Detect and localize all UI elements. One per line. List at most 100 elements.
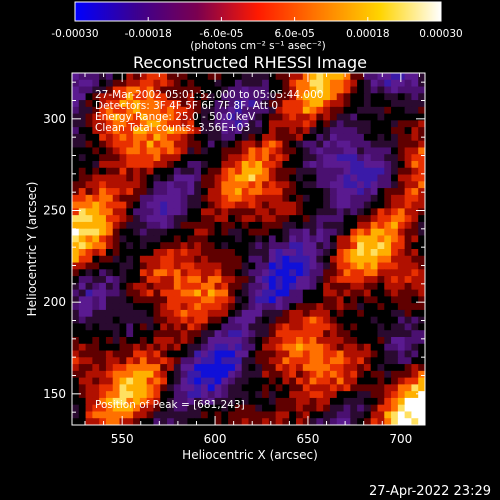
heatmap-cell (119, 79, 127, 88)
heatmap-cell (153, 86, 161, 94)
heatmap-cell (228, 343, 236, 352)
heatmap-cell (336, 255, 345, 264)
heatmap-cell (214, 262, 222, 270)
heatmap-cell (92, 262, 100, 270)
heatmap-cell (255, 262, 263, 270)
heatmap-cell (221, 73, 229, 81)
heatmap-cell (384, 86, 392, 94)
heatmap-cell (139, 133, 148, 142)
heatmap-cell (418, 161, 425, 169)
heatmap-cell (309, 127, 317, 135)
heatmap-cell (167, 343, 175, 352)
heatmap-cell (187, 330, 195, 338)
heatmap-cell (370, 120, 379, 128)
heatmap-cell (248, 154, 256, 162)
heatmap-cell (167, 161, 175, 169)
heatmap-cell (180, 337, 189, 345)
heatmap-cell (296, 276, 304, 284)
heatmap-cell (167, 282, 175, 291)
heatmap-cell (363, 242, 372, 250)
heatmap-cell (363, 100, 372, 108)
heatmap-cell (72, 397, 80, 406)
heatmap-cell (187, 181, 195, 189)
heatmap-cell (187, 201, 195, 209)
heatmap-cell (323, 316, 331, 325)
heatmap-cell (262, 154, 270, 162)
heatmap-cell (85, 100, 93, 108)
heatmap-cell (72, 201, 80, 209)
heatmap-cell (411, 370, 419, 379)
y-axis-label: Heliocentric Y (arcsec) (25, 182, 39, 317)
heatmap-cell (411, 262, 419, 270)
heatmap-cell (234, 255, 243, 264)
heatmap-cell (72, 127, 80, 135)
heatmap-cell (173, 127, 182, 135)
heatmap-cell (302, 249, 311, 257)
heatmap-cell (350, 201, 358, 209)
heatmap-cell (99, 249, 107, 257)
heatmap-cell (343, 208, 351, 216)
heatmap-cell (194, 296, 202, 304)
heatmap-cell (221, 228, 229, 237)
heatmap-cell (316, 215, 324, 223)
heatmap-cell (133, 391, 141, 399)
heatmap-cell (194, 194, 202, 203)
heatmap-cell (302, 384, 311, 392)
heatmap-cell (160, 364, 168, 372)
heatmap-cell (350, 154, 358, 162)
heatmap-cell (85, 215, 93, 223)
heatmap-cell (241, 330, 250, 338)
heatmap-cell (323, 106, 331, 115)
heatmap-cell (187, 357, 195, 365)
heatmap-cell (133, 120, 141, 128)
heatmap-cell (99, 208, 107, 216)
heatmap-cell (262, 404, 270, 413)
heatmap-cell (336, 397, 345, 406)
heatmap-cell (153, 316, 161, 325)
heatmap-cell (248, 350, 256, 358)
heatmap-cell (329, 73, 338, 81)
heatmap-cell (221, 113, 229, 121)
heatmap-cell (194, 337, 202, 345)
heatmap-cell (296, 127, 304, 135)
heatmap-cell (411, 242, 419, 250)
heatmap-cell (221, 208, 229, 216)
heatmap-cell (92, 276, 100, 284)
heatmap-cell (119, 181, 127, 189)
heatmap-cell (391, 303, 399, 311)
heatmap-cell (363, 337, 372, 345)
heatmap-cell (85, 364, 93, 372)
heatmap-cell (282, 113, 290, 121)
heatmap-cell (234, 377, 243, 385)
heatmap-cell (126, 113, 134, 121)
heatmap-cell (214, 113, 222, 121)
colorbar-unit-label: (photons cm⁻² s⁻¹ asec⁻²) (190, 40, 325, 52)
heatmap-cell (404, 296, 413, 304)
heatmap-cell (289, 154, 297, 162)
heatmap-cell (119, 113, 127, 121)
heatmap-cell (187, 228, 195, 237)
heatmap-cell (112, 167, 121, 176)
heatmap-cell (139, 174, 148, 182)
heatmap-cell (194, 411, 202, 419)
heatmap-cell (316, 73, 324, 81)
heatmap-cell (85, 181, 93, 189)
heatmap-cell (309, 357, 317, 365)
heatmap-cell (92, 73, 100, 81)
heatmap-cell (411, 188, 419, 196)
heatmap-cell (350, 330, 358, 338)
heatmap-cell (207, 194, 216, 203)
heatmap-cell (85, 255, 93, 264)
heatmap-cell (241, 309, 250, 318)
heatmap-cell (241, 249, 250, 257)
heatmap-cell (350, 215, 358, 223)
heatmap-cell (146, 120, 155, 128)
heatmap-cell (296, 133, 304, 142)
heatmap-cell (105, 397, 114, 406)
heatmap-cell (309, 276, 317, 284)
heatmap-cell (363, 330, 372, 338)
heatmap-cell (228, 316, 236, 325)
heatmap-cell (377, 140, 385, 149)
heatmap-cell (262, 289, 270, 297)
heatmap-cell (357, 235, 365, 243)
